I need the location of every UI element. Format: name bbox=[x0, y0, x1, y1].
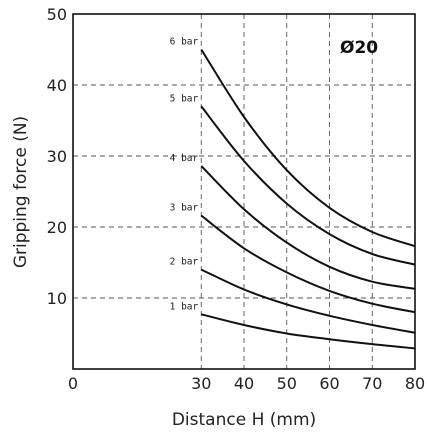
x-tick-label: 40 bbox=[234, 374, 254, 393]
y-tick-label: 50 bbox=[47, 5, 67, 24]
x-tick-label: 0 bbox=[68, 374, 78, 393]
curve-5-bar bbox=[200, 105, 416, 266]
y-tick-label: 20 bbox=[47, 218, 67, 237]
x-tick-label: 60 bbox=[319, 374, 339, 393]
grid-lines bbox=[73, 14, 415, 369]
x-tick-label: 50 bbox=[277, 374, 297, 393]
x-tick-label: 30 bbox=[191, 374, 211, 393]
tick-labels: 0 30 40 50 60 70 80 10 20 30 40 50 bbox=[47, 5, 426, 393]
curve-1-bar bbox=[201, 313, 416, 350]
diameter-label: Ø20 bbox=[340, 38, 378, 58]
curve-2-bar bbox=[200, 268, 416, 334]
x-tick-label: 80 bbox=[405, 374, 425, 393]
curve-6-bar bbox=[200, 48, 416, 248]
curve-label: 3 bar bbox=[170, 203, 199, 214]
y-tick-label: 40 bbox=[47, 76, 67, 95]
x-tick-label: 70 bbox=[362, 374, 382, 393]
curve-label: 2 bar bbox=[170, 257, 199, 268]
x-axis-title: Distance H (mm) bbox=[172, 410, 316, 430]
curve-label: 4 bar bbox=[170, 153, 199, 164]
curves bbox=[200, 48, 416, 350]
y-tick-label: 10 bbox=[47, 289, 67, 308]
y-axis-title: Gripping force (N) bbox=[11, 116, 31, 268]
curve-label: 5 bar bbox=[170, 93, 199, 104]
curve-4-bar bbox=[200, 165, 416, 290]
y-tick-label: 30 bbox=[47, 147, 67, 166]
curve-label: 1 bar bbox=[170, 301, 199, 312]
plot-frame bbox=[72, 13, 416, 370]
curve-label: 6 bar bbox=[170, 37, 199, 48]
curve-3-bar bbox=[200, 214, 416, 314]
curve-labels: 1 bar 2 bar 3 bar 4 bar 5 bar 6 bar bbox=[170, 37, 199, 313]
